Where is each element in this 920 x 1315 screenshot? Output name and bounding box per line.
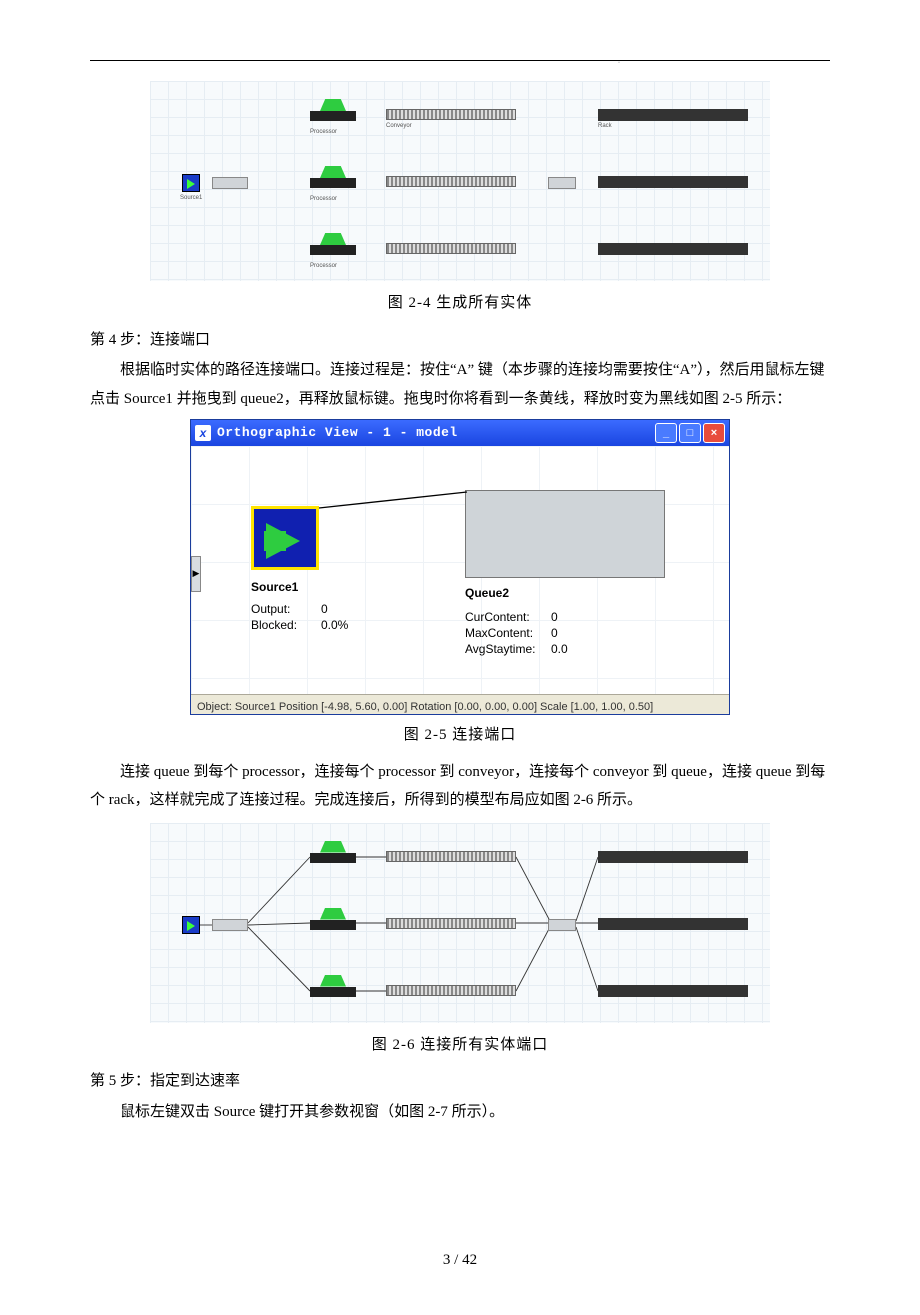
fig26-caption: 图 2-6 连接所有实体端口 <box>90 1031 830 1060</box>
processor-icon <box>310 99 356 127</box>
queue2-object[interactable] <box>465 490 665 578</box>
conveyor-icon <box>386 851 516 862</box>
window-viewport[interactable]: ▶ Source1 Output: 0 Blocked: 0.0% Queue2… <box>191 446 729 694</box>
rack-icon <box>598 985 748 997</box>
source-icon <box>182 174 200 192</box>
step4-heading: 第 4 步：连接端口 <box>90 326 830 355</box>
blocked-label: Blocked: <box>251 614 297 637</box>
app-icon: x <box>195 425 211 441</box>
rack-icon <box>598 918 748 930</box>
window-title: Orthographic View - 1 - model <box>217 421 655 446</box>
paragraph-2: 连接 queue 到每个 processor，连接每个 processor 到 … <box>90 758 830 815</box>
rack-icon <box>598 109 748 121</box>
queue2-icon <box>548 177 576 189</box>
queue1-icon <box>212 919 248 931</box>
statusbar: Object: Source1 Position [-4.98, 5.60, 0… <box>191 694 729 714</box>
page-footer: 3 / 42 <box>90 1246 830 1275</box>
source1-object[interactable] <box>251 506 319 570</box>
paragraph-1: 根据临时实体的路径连接端口。连接过程是：按住“A” 键（本步骤的连接均需要按住“… <box>90 356 830 413</box>
rack-icon <box>598 243 748 255</box>
blocked-value: 0.0% <box>321 614 348 637</box>
conveyor-icon <box>386 918 516 929</box>
source-icon <box>182 916 200 934</box>
rack-icon <box>598 176 748 188</box>
fig24-caption: 图 2-4 生成所有实体 <box>90 289 830 318</box>
queue1-icon <box>212 177 248 189</box>
processor-icon <box>310 975 356 1003</box>
orthographic-window: x Orthographic View - 1 - model _ □ × ▶ … <box>190 419 730 715</box>
processor-icon <box>310 166 356 194</box>
avgstay-value: 0.0 <box>551 638 568 661</box>
minimize-button[interactable]: _ <box>655 423 677 443</box>
side-handle[interactable]: ▶ <box>191 556 201 592</box>
paragraph-3: 鼠标左键双击 Source 键打开其参数视窗（如图 2-7 所示）。 <box>90 1098 830 1127</box>
close-button[interactable]: × <box>703 423 725 443</box>
processor-icon <box>310 841 356 869</box>
queue2-label: Queue2 <box>465 582 509 605</box>
maximize-button[interactable]: □ <box>679 423 701 443</box>
conveyor-icon <box>386 985 516 996</box>
fig25-caption: 图 2-5 连接端口 <box>90 721 830 750</box>
figure-2-4-diagram: Source1 Processor Processor Processor Co… <box>150 81 770 281</box>
source1-label: Source1 <box>251 576 298 599</box>
conveyor-icon <box>386 176 516 187</box>
window-titlebar[interactable]: x Orthographic View - 1 - model _ □ × <box>191 420 729 446</box>
conveyor-icon <box>386 243 516 254</box>
figure-2-6-diagram <box>150 823 770 1023</box>
step5-heading: 第 5 步：指定到达速率 <box>90 1067 830 1096</box>
avgstay-label: AvgStaytime: <box>465 638 535 661</box>
queue2-icon <box>548 919 576 931</box>
processor-icon <box>310 233 356 261</box>
conveyor-icon <box>386 109 516 120</box>
rack-icon <box>598 851 748 863</box>
processor-icon <box>310 908 356 936</box>
